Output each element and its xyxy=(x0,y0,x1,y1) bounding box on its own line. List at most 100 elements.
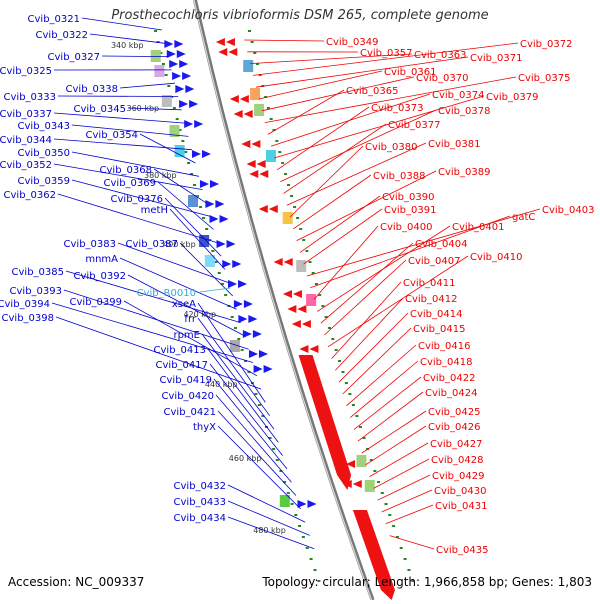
gene-arrow-forward xyxy=(308,500,317,508)
tick-mark-left xyxy=(202,217,205,219)
gene-arrow-forward xyxy=(217,240,226,248)
tick-mark-right xyxy=(296,217,299,219)
tick-mark-left xyxy=(193,184,196,186)
gene-label-left: Cvib_0421 xyxy=(164,407,216,418)
gene-label-right: Cvib_0400 xyxy=(380,222,432,233)
tick-mark-left xyxy=(272,448,275,450)
tick-mark-left xyxy=(176,118,179,120)
tick-mark-right xyxy=(341,371,344,373)
gene-feature-block xyxy=(250,88,260,100)
gene-label-left: Cvib_0369 xyxy=(104,178,156,189)
tick-mark-left xyxy=(154,30,157,32)
gene-label-right: Cvib_0411 xyxy=(403,278,455,289)
leader-line-left xyxy=(218,426,301,509)
gene-arrow-reverse xyxy=(216,38,225,46)
tick-mark-right xyxy=(331,338,334,340)
tick-mark-right xyxy=(381,492,384,494)
tick-mark-right xyxy=(352,404,355,406)
gene-arrow-forward xyxy=(227,240,236,248)
leader-line-right xyxy=(324,260,406,335)
tick-mark-left xyxy=(254,393,257,395)
tick-mark-right xyxy=(299,228,302,230)
gene-arrow-forward xyxy=(189,100,198,108)
gene-label-right: Cvib_0380 xyxy=(365,142,417,153)
gene-arrow-reverse xyxy=(309,345,318,353)
gene-feature-block xyxy=(199,235,209,247)
gene-arrow-forward xyxy=(179,100,188,108)
tick-mark-right xyxy=(373,470,376,472)
leader-line-right xyxy=(300,196,380,252)
tick-mark-right xyxy=(385,503,388,505)
tick-mark-right xyxy=(278,151,281,153)
gene-arrow-reverse xyxy=(274,258,283,266)
gene-label-left: Cvib_0393 xyxy=(10,286,62,297)
tick-mark-right xyxy=(287,184,290,186)
leader-line-right xyxy=(277,107,369,170)
tick-mark-left xyxy=(173,107,176,109)
gene-arrow-forward xyxy=(182,72,191,80)
gene-label-right: Cvib_0407 xyxy=(408,256,460,267)
gene-label-left: Cvib_0383 xyxy=(64,239,116,250)
tick-mark-left xyxy=(237,338,240,340)
gene-arrow-reverse xyxy=(353,480,362,488)
gene-arrow-forward xyxy=(249,350,258,358)
gene-label-right: Cvib_0429 xyxy=(432,471,484,482)
gene-label-right: Cvib_0371 xyxy=(470,53,522,64)
gene-feature-block xyxy=(306,294,316,306)
leader-line-right xyxy=(332,282,401,359)
leader-line-right xyxy=(386,505,433,524)
gene-arrow-reverse xyxy=(230,95,239,103)
gene-label-right: Cvib_0365 xyxy=(346,86,398,97)
gene-label-right: Cvib_0373 xyxy=(371,103,423,114)
leader-line-left xyxy=(228,517,314,549)
gene-label-right: Cvib_0372 xyxy=(520,39,572,50)
gene-arrow-forward xyxy=(234,300,243,308)
tick-mark-left xyxy=(258,404,261,406)
gene-arrow-forward xyxy=(205,200,214,208)
leader-line-right xyxy=(284,124,386,193)
gene-label-right: Cvib_0391 xyxy=(384,205,436,216)
gene-label-right: Cvib_0374 xyxy=(432,90,484,101)
gene-arrow-forward xyxy=(253,330,262,338)
gene-arrow-forward xyxy=(179,60,188,68)
gene-feature-block xyxy=(254,104,264,116)
kbp-tick-label: 340 kbp xyxy=(111,41,144,50)
tick-mark-left xyxy=(306,547,309,549)
gene-label-left: Cvib_0327 xyxy=(48,52,100,63)
gene-arrow-forward xyxy=(210,180,219,188)
tick-mark-left xyxy=(313,569,316,571)
gene-label-left: Cvib_0338 xyxy=(66,84,118,95)
gene-label-left: Cvib_0337 xyxy=(0,109,52,120)
gene-label-right: Cvib_0426 xyxy=(428,422,480,433)
gene-arrow-forward xyxy=(254,365,263,373)
tick-mark-left xyxy=(294,514,297,516)
gene-label-right: Cvib_0381 xyxy=(428,139,480,150)
gene-label-right: Cvib_0357 xyxy=(360,48,412,59)
gene-label-left: Cvib_0352 xyxy=(0,160,52,171)
gene-label-right: Cvib_0428 xyxy=(431,455,483,466)
gene-arrow-forward xyxy=(174,40,183,48)
gene-label-right: Cvib_0404 xyxy=(415,239,467,250)
tick-mark-right xyxy=(338,360,341,362)
gene-arrow-reverse xyxy=(287,305,296,313)
tick-mark-right xyxy=(388,514,391,516)
genome-backbone-shine xyxy=(194,0,372,600)
gene-label-left: Cvib_0359 xyxy=(18,176,70,187)
leader-line-highlight xyxy=(200,288,230,292)
gene-arrow-forward xyxy=(244,300,253,308)
gene-label-left: Cvib_0345 xyxy=(74,104,126,115)
tick-mark-left xyxy=(218,272,221,274)
gene-long-reverse xyxy=(299,355,352,490)
gene-label-left: Cvib_0376 xyxy=(111,194,163,205)
gene-arrow-reverse xyxy=(218,48,227,56)
gene-label-left: mnmA xyxy=(85,254,118,265)
tick-mark-right xyxy=(404,558,407,560)
gene-label-right: Cvib_0414 xyxy=(410,309,462,320)
tick-mark-left xyxy=(167,85,170,87)
gene-label-left: metH xyxy=(141,205,168,216)
tick-mark-left xyxy=(234,327,237,329)
gene-label-left: Cvib_0432 xyxy=(174,481,226,492)
gene-label-left: Cvib_0368 xyxy=(100,165,152,176)
gene-label-right: Cvib_0390 xyxy=(382,192,434,203)
gene-feature-block xyxy=(154,65,164,77)
